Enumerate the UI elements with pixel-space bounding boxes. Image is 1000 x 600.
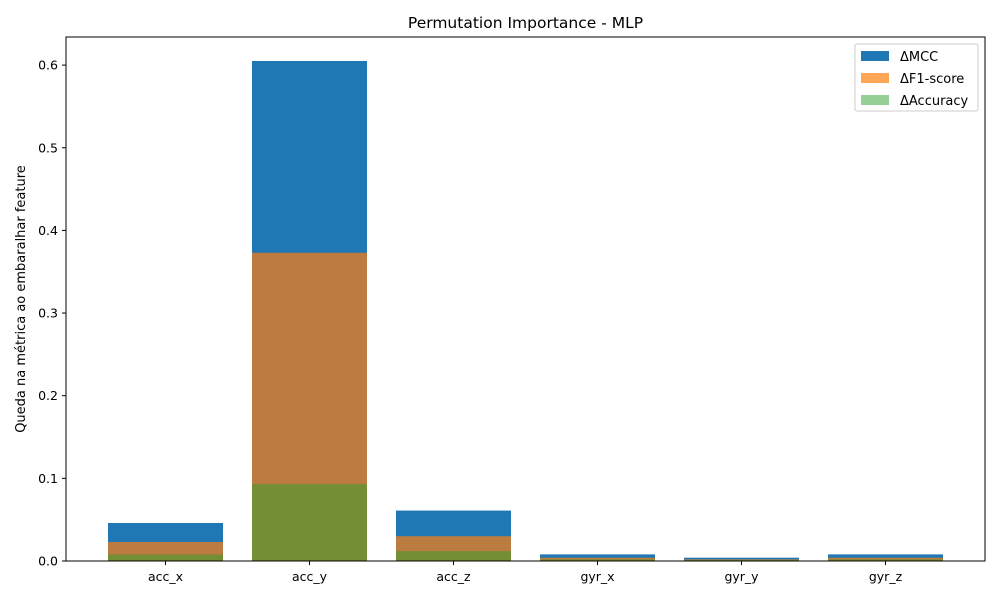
legend: ΔMCC ΔF1-score ΔAccuracy	[854, 43, 979, 112]
y-tick-label: 0.3	[38, 306, 58, 321]
x-tick-label: gyr_x	[580, 569, 614, 584]
legend-swatch	[861, 95, 889, 105]
x-axis-ticks: acc_x acc_y acc_z gyr_x gyr_y gyr_z	[148, 561, 903, 584]
bar-gyr_z-series-1	[828, 557, 943, 561]
chart-title: Permutation Importance - MLP	[408, 14, 643, 32]
legend-swatch	[861, 73, 889, 83]
y-tick-label: 0.1	[38, 471, 58, 486]
y-tick-label: 0.0	[38, 554, 58, 569]
y-axis-title: Queda na métrica ao embaralhar feature	[14, 165, 29, 433]
x-tick-label: gyr_z	[869, 569, 903, 584]
y-tick-label: 0.4	[38, 223, 58, 238]
x-tick-label: gyr_y	[724, 569, 759, 584]
y-tick-label: 0.2	[38, 388, 58, 403]
legend-label: ΔMCC	[900, 50, 938, 65]
legend-label: ΔAccuracy	[900, 94, 969, 109]
legend-label: ΔF1-score	[900, 72, 964, 87]
bar-gyr_x-series-2	[540, 559, 655, 561]
y-tick-label: 0.6	[38, 58, 58, 73]
bar-gyr_y-series-0	[684, 557, 799, 561]
y-tick-label: 0.5	[38, 140, 58, 155]
bar-gyr_x-series-1	[540, 557, 655, 561]
plot-frame	[65, 36, 986, 562]
bars-group	[108, 60, 943, 561]
bar-acc_z-series-2	[396, 551, 511, 561]
bar-gyr_z-series-2	[828, 559, 943, 561]
bar-acc_y-series-2	[252, 484, 367, 561]
x-tick-label: acc_z	[436, 569, 471, 584]
x-tick-label: acc_y	[292, 569, 328, 584]
x-tick-label: acc_x	[148, 569, 183, 584]
y-axis-ticks: 0.0 0.1 0.2 0.3 0.4 0.5 0.6	[38, 58, 66, 569]
bar-acc_x-series-2	[108, 554, 223, 561]
legend-swatch	[861, 51, 889, 61]
